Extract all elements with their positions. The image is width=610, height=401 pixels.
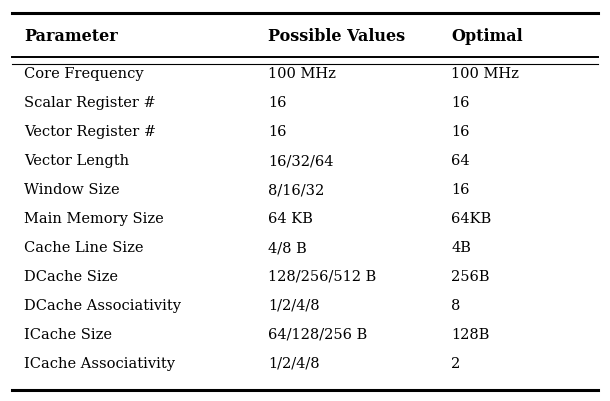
Text: ICache Size: ICache Size: [24, 327, 112, 341]
Text: 64: 64: [451, 154, 470, 168]
Text: 64 KB: 64 KB: [268, 212, 314, 225]
Text: 4/8 B: 4/8 B: [268, 241, 307, 254]
Text: Possible Values: Possible Values: [268, 28, 406, 45]
Text: 16: 16: [268, 125, 287, 139]
Text: Vector Length: Vector Length: [24, 154, 129, 168]
Text: 128B: 128B: [451, 327, 490, 341]
Text: Window Size: Window Size: [24, 183, 120, 196]
Text: DCache Associativity: DCache Associativity: [24, 298, 181, 312]
Text: 8/16/32: 8/16/32: [268, 183, 325, 196]
Text: 100 MHz: 100 MHz: [451, 67, 519, 81]
Text: 64/128/256 B: 64/128/256 B: [268, 327, 368, 341]
Text: Cache Line Size: Cache Line Size: [24, 241, 144, 254]
Text: 2: 2: [451, 356, 461, 370]
Text: Main Memory Size: Main Memory Size: [24, 212, 164, 225]
Text: DCache Size: DCache Size: [24, 269, 118, 283]
Text: 16: 16: [451, 125, 470, 139]
Text: 16/32/64: 16/32/64: [268, 154, 334, 168]
Text: 64KB: 64KB: [451, 212, 492, 225]
Text: 16: 16: [451, 96, 470, 110]
Text: 8: 8: [451, 298, 461, 312]
Text: 16: 16: [451, 183, 470, 196]
Text: 128/256/512 B: 128/256/512 B: [268, 269, 376, 283]
Text: 1/2/4/8: 1/2/4/8: [268, 298, 320, 312]
Text: 1/2/4/8: 1/2/4/8: [268, 356, 320, 370]
Text: 4B: 4B: [451, 241, 472, 254]
Text: 100 MHz: 100 MHz: [268, 67, 336, 81]
Text: 256B: 256B: [451, 269, 490, 283]
Text: 16: 16: [268, 96, 287, 110]
Text: Optimal: Optimal: [451, 28, 523, 45]
Text: ICache Associativity: ICache Associativity: [24, 356, 176, 370]
Text: Scalar Register #: Scalar Register #: [24, 96, 156, 110]
Text: Parameter: Parameter: [24, 28, 118, 45]
Text: Vector Register #: Vector Register #: [24, 125, 157, 139]
Text: Core Frequency: Core Frequency: [24, 67, 144, 81]
